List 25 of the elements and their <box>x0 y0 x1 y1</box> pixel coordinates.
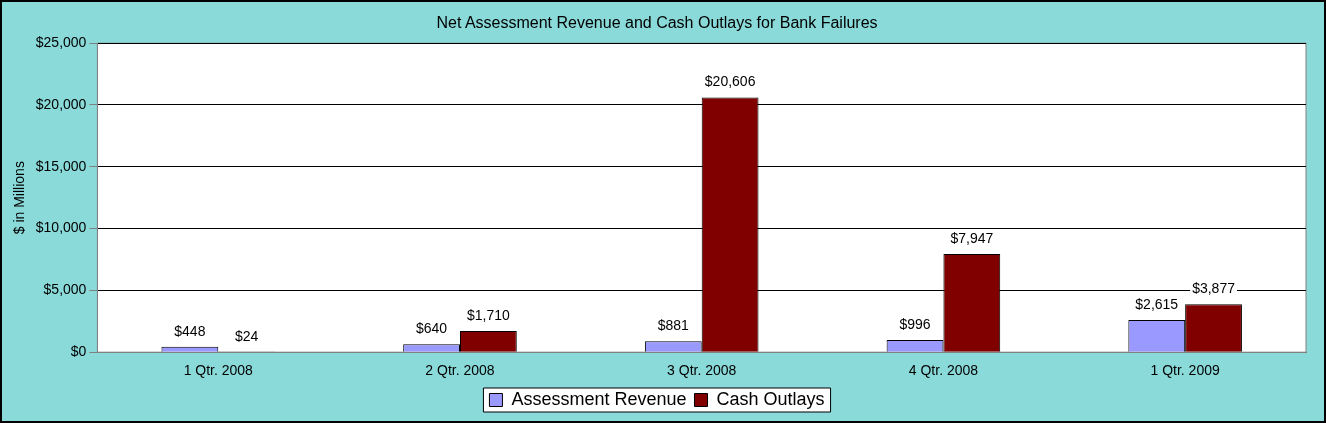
x-tick-label: 1 Qtr. 2009 <box>1150 362 1220 379</box>
data-label: $1,710 <box>466 306 511 323</box>
y-tick-label: $25,000 <box>35 34 87 51</box>
x-tick-label: 3 Qtr. 2008 <box>667 362 737 379</box>
data-label: $24 <box>234 327 259 344</box>
y-tick-label: $20,000 <box>35 95 87 112</box>
y-tick-label: $5,000 <box>43 281 87 298</box>
y-tick-label: $10,000 <box>35 219 87 236</box>
x-tick-label: 4 Qtr. 2008 <box>908 362 979 379</box>
legend-label: Cash Outlays <box>716 388 825 409</box>
data-label: $448 <box>174 322 206 339</box>
data-label: $7,947 <box>950 229 994 246</box>
y-tick-label: $15,000 <box>35 157 87 174</box>
data-label: $996 <box>899 315 931 332</box>
y-axis-title: $ in Millions <box>11 161 28 235</box>
data-label: $881 <box>657 317 690 334</box>
data-label: $20,606 <box>704 73 756 90</box>
y-tick-label: $0 <box>70 343 87 360</box>
data-label: $3,877 <box>1192 280 1236 297</box>
x-tick-label: 2 Qtr. 2008 <box>425 362 495 379</box>
x-tick-label: 1 Qtr. 2008 <box>183 362 254 379</box>
chart-title: Net Assessment Revenue and Cash Outlays for Bank Failures <box>436 14 878 32</box>
data-label: $2,615 <box>1135 295 1179 312</box>
data-label: $640 <box>416 320 448 337</box>
legend-label: Assessment Revenue <box>511 388 687 409</box>
